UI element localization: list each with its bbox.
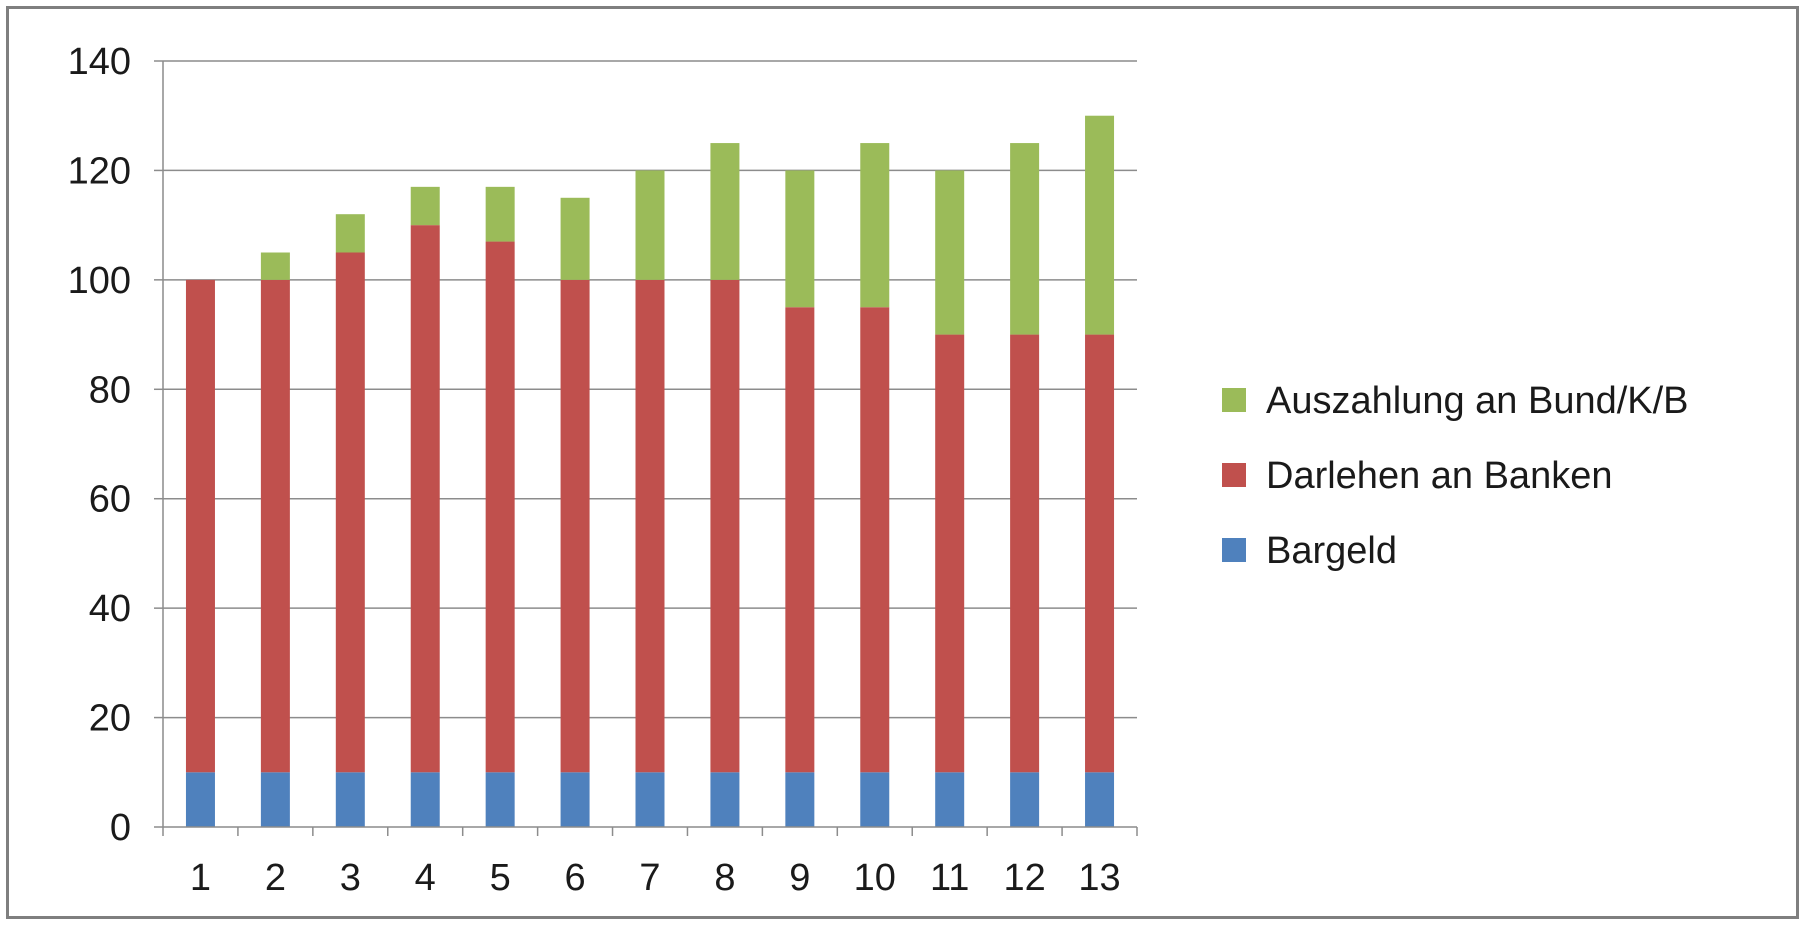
bar-auszahlung-an-bund-k-b-8 xyxy=(710,143,740,280)
y-tick-label: 120 xyxy=(68,150,131,192)
y-tick-label: 80 xyxy=(89,369,131,411)
legend-swatch xyxy=(1222,388,1246,412)
y-tick-labels: 0 20 40 60 80 100 120 140 xyxy=(68,41,131,849)
bar-darlehen-an-banken-3 xyxy=(335,252,365,773)
legend-swatch xyxy=(1222,538,1246,562)
bar-auszahlung-an-bund-k-b-6 xyxy=(560,197,590,280)
bar-bargeld-6 xyxy=(560,772,590,827)
bar-darlehen-an-banken-6 xyxy=(560,279,590,773)
bar-bargeld-3 xyxy=(335,772,365,827)
x-tick-label: 1 xyxy=(190,857,211,899)
bar-bargeld-2 xyxy=(260,772,290,827)
bar-darlehen-an-banken-12 xyxy=(1010,334,1040,773)
bar-darlehen-an-banken-5 xyxy=(485,241,515,773)
bar-darlehen-an-banken-7 xyxy=(635,279,665,773)
legend-label: Auszahlung an Bund/K/B xyxy=(1266,380,1689,422)
x-tick-label: 10 xyxy=(854,857,896,899)
bar-bargeld-12 xyxy=(1010,772,1040,827)
bar-auszahlung-an-bund-k-b-12 xyxy=(1010,143,1040,335)
bar-auszahlung-an-bund-k-b-10 xyxy=(860,143,890,308)
bar-auszahlung-an-bund-k-b-4 xyxy=(410,186,440,226)
y-tick-label: 60 xyxy=(89,479,131,521)
bar-auszahlung-an-bund-k-b-5 xyxy=(485,186,515,242)
bar-auszahlung-an-bund-k-b-3 xyxy=(335,214,365,253)
bar-auszahlung-an-bund-k-b-2 xyxy=(260,252,290,280)
y-tick-label: 100 xyxy=(68,260,131,302)
legend-label: Darlehen an Banken xyxy=(1266,455,1612,497)
y-tick-label: 140 xyxy=(68,41,131,83)
bar-bargeld-10 xyxy=(860,772,890,827)
bar-bargeld-7 xyxy=(635,772,665,827)
bars xyxy=(185,115,1115,827)
bar-darlehen-an-banken-9 xyxy=(785,307,815,773)
y-tick-label: 40 xyxy=(89,588,131,630)
x-tick-label: 4 xyxy=(415,857,436,899)
legend: Auszahlung an Bund/K/B Darlehen an Banken… xyxy=(1222,380,1689,572)
bar-darlehen-an-banken-11 xyxy=(935,334,965,773)
legend-label: Bargeld xyxy=(1266,530,1397,572)
bar-darlehen-an-banken-13 xyxy=(1085,334,1115,773)
bar-darlehen-an-banken-2 xyxy=(260,279,290,773)
bar-bargeld-1 xyxy=(185,772,215,827)
bar-auszahlung-an-bund-k-b-7 xyxy=(635,170,665,280)
bar-bargeld-11 xyxy=(935,772,965,827)
bar-darlehen-an-banken-10 xyxy=(860,307,890,773)
x-tick-labels: 1 2 3 4 5 6 7 8 9 10 11 12 13 xyxy=(190,857,1121,899)
x-tick-label: 9 xyxy=(789,857,810,899)
bar-bargeld-8 xyxy=(710,772,740,827)
x-tick-label: 8 xyxy=(714,857,735,899)
x-tick-label: 13 xyxy=(1078,857,1120,899)
x-tick-label: 3 xyxy=(340,857,361,899)
bar-bargeld-5 xyxy=(485,772,515,827)
x-tick-label: 2 xyxy=(265,857,286,899)
x-tick-label: 7 xyxy=(639,857,660,899)
bar-auszahlung-an-bund-k-b-9 xyxy=(785,170,815,308)
x-tick-label: 5 xyxy=(490,857,511,899)
bar-bargeld-13 xyxy=(1085,772,1115,827)
bar-darlehen-an-banken-8 xyxy=(710,279,740,773)
chart-frame: 0 20 40 60 80 100 120 140 1 2 3 4 5 6 7 8 9 10 11 12 13 Aus… xyxy=(6,6,1799,919)
y-tick-label: 0 xyxy=(110,807,131,849)
x-tick-label: 11 xyxy=(930,857,969,899)
x-tick-label: 6 xyxy=(565,857,586,899)
y-tick-label: 20 xyxy=(89,698,131,740)
bar-auszahlung-an-bund-k-b-13 xyxy=(1085,115,1115,335)
bar-darlehen-an-banken-1 xyxy=(185,279,215,773)
bar-auszahlung-an-bund-k-b-11 xyxy=(935,170,965,335)
x-tick-label: 12 xyxy=(1003,857,1045,899)
axes xyxy=(154,60,1138,836)
bar-bargeld-9 xyxy=(785,772,815,827)
legend-swatch xyxy=(1222,463,1246,487)
bar-bargeld-4 xyxy=(410,772,440,827)
bar-darlehen-an-banken-4 xyxy=(410,225,440,773)
